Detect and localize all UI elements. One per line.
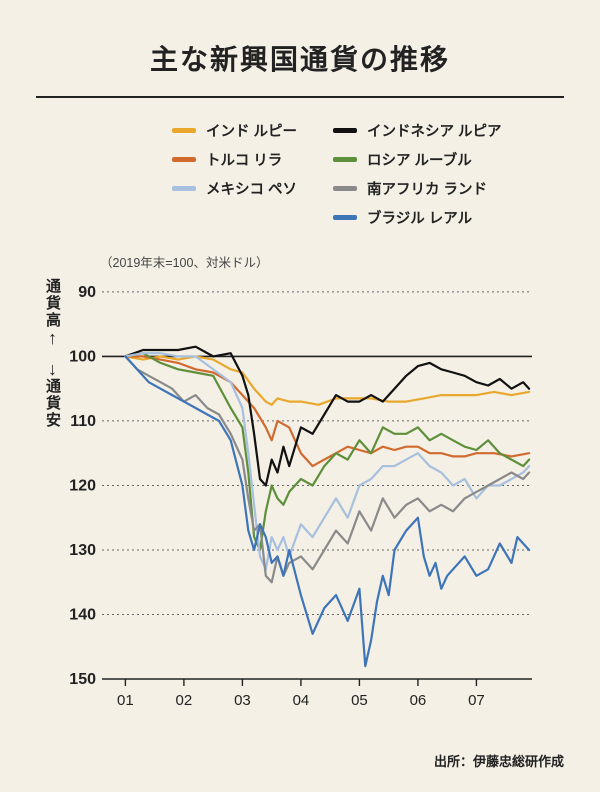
low-label: 通貨安 — [42, 378, 63, 429]
legend-col-2: インドネシア ルピアロシア ルーブル南アフリカ ランドブラジル レアル — [333, 120, 502, 228]
svg-text:130: 130 — [69, 542, 96, 559]
up-arrow-icon: ↑ — [48, 329, 57, 347]
high-label: 通貨高 — [42, 278, 63, 329]
legend-swatch — [333, 128, 357, 133]
legend-label: メキシコ ペソ — [206, 178, 297, 199]
legend-swatch — [172, 186, 196, 191]
svg-text:05: 05 — [351, 692, 368, 709]
chart-subtitle: （2019年末=100、対米ドル） — [100, 252, 600, 271]
svg-text:150: 150 — [69, 671, 96, 688]
line-chart: 90 100 110 120 130 140 150 01 02 03 04 05 06 07 — [36, 279, 540, 719]
series-line — [125, 356, 529, 404]
chart-title: 主な新興国通貨の推移 — [0, 0, 600, 78]
svg-text:03: 03 — [234, 692, 251, 709]
legend-label: ロシア ルーブル — [367, 149, 472, 170]
legend-label: ブラジル レアル — [367, 207, 472, 228]
chart-area: 通貨高 ↑ ↓ 通貨安 90 100 110 120 130 140 150 01 02 03 04… — [36, 279, 564, 724]
svg-text:01: 01 — [117, 692, 134, 709]
title-divider — [36, 96, 564, 98]
legend-item: インドネシア ルピア — [333, 120, 502, 141]
svg-text:120: 120 — [69, 477, 96, 494]
legend-item: ロシア ルーブル — [333, 149, 502, 170]
svg-text:100: 100 — [69, 348, 96, 365]
source-attribution: 出所：伊藤忠総研作成 — [434, 751, 564, 770]
legend-swatch — [172, 157, 196, 162]
svg-text:07: 07 — [468, 692, 485, 709]
legend-label: インド ルピー — [206, 120, 297, 141]
legend: インド ルピートルコ リラメキシコ ペソ インドネシア ルピアロシア ルーブル南… — [172, 120, 600, 228]
down-arrow-icon: ↓ — [48, 360, 57, 378]
svg-text:06: 06 — [410, 692, 427, 709]
series-line — [125, 347, 529, 486]
legend-swatch — [333, 186, 357, 191]
legend-swatch — [333, 215, 357, 220]
legend-label: 南アフリカ ランド — [367, 178, 487, 199]
legend-label: トルコ リラ — [206, 149, 282, 170]
legend-col-1: インド ルピートルコ リラメキシコ ペソ — [172, 120, 297, 228]
svg-text:04: 04 — [293, 692, 310, 709]
svg-text:02: 02 — [176, 692, 193, 709]
legend-label: インドネシア ルピア — [367, 120, 502, 141]
yaxis-annotation-low: ↓ 通貨安 — [42, 360, 63, 429]
series-line — [125, 356, 529, 582]
legend-item: メキシコ ペソ — [172, 178, 297, 199]
legend-item: ブラジル レアル — [333, 207, 502, 228]
legend-swatch — [172, 128, 196, 133]
legend-swatch — [333, 157, 357, 162]
svg-text:90: 90 — [78, 284, 96, 301]
legend-item: 南アフリカ ランド — [333, 178, 502, 199]
series-line — [125, 353, 529, 550]
svg-text:140: 140 — [69, 606, 96, 623]
svg-text:110: 110 — [70, 413, 96, 430]
yaxis-annotation-high: 通貨高 ↑ — [42, 278, 63, 347]
legend-item: トルコ リラ — [172, 149, 297, 170]
legend-item: インド ルピー — [172, 120, 297, 141]
